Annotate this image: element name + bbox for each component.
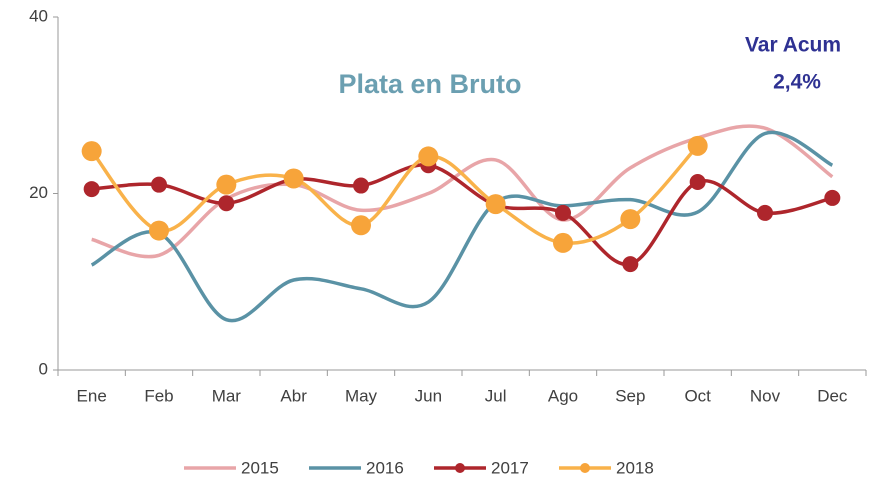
- y-tick-label: 20: [29, 183, 48, 202]
- marker: [687, 135, 708, 156]
- marker: [283, 168, 304, 189]
- marker: [485, 194, 506, 215]
- x-tick-label: Dec: [817, 386, 848, 405]
- marker: [81, 141, 102, 162]
- legend-label: 2016: [366, 458, 404, 477]
- annotation: Var Acum: [745, 34, 841, 57]
- series-line: [90, 130, 834, 323]
- legend-label: 2017: [491, 458, 529, 477]
- x-tick-label: Feb: [144, 386, 173, 405]
- marker: [353, 177, 369, 194]
- x-tick-label: Jun: [415, 386, 442, 405]
- marker: [757, 204, 773, 221]
- x-tick-label: Ene: [77, 386, 107, 405]
- annotation: 2,4%: [773, 71, 821, 94]
- y-tick-label: 40: [29, 6, 48, 25]
- marker: [553, 232, 573, 253]
- y-tick-label: 0: [39, 359, 48, 378]
- series-line: [90, 144, 699, 246]
- marker: [622, 256, 639, 273]
- x-tick-label: May: [345, 386, 378, 405]
- marker: [151, 176, 167, 193]
- x-tick-label: Oct: [684, 386, 711, 405]
- x-tick-label: Ago: [548, 386, 578, 405]
- marker: [418, 146, 439, 167]
- series-line: [91, 124, 834, 259]
- x-tick-label: Mar: [212, 386, 242, 405]
- marker: [149, 220, 169, 241]
- marker: [216, 174, 237, 195]
- legend-label: 2015: [241, 458, 279, 477]
- marker: [689, 174, 706, 191]
- chart-title: Plata en Bruto: [338, 69, 521, 99]
- x-tick-label: Nov: [750, 386, 781, 405]
- x-tick-label: Jul: [485, 386, 507, 405]
- x-tick-label: Sep: [615, 386, 645, 405]
- marker: [218, 195, 235, 212]
- marker: [83, 181, 100, 198]
- legend-marker: [580, 463, 590, 473]
- x-tick-label: Abr: [280, 386, 307, 405]
- marker: [555, 204, 571, 221]
- marker: [824, 189, 841, 206]
- marker: [620, 209, 641, 230]
- legend-marker: [455, 463, 465, 473]
- legend-label: 2018: [616, 458, 654, 477]
- marker: [351, 215, 371, 236]
